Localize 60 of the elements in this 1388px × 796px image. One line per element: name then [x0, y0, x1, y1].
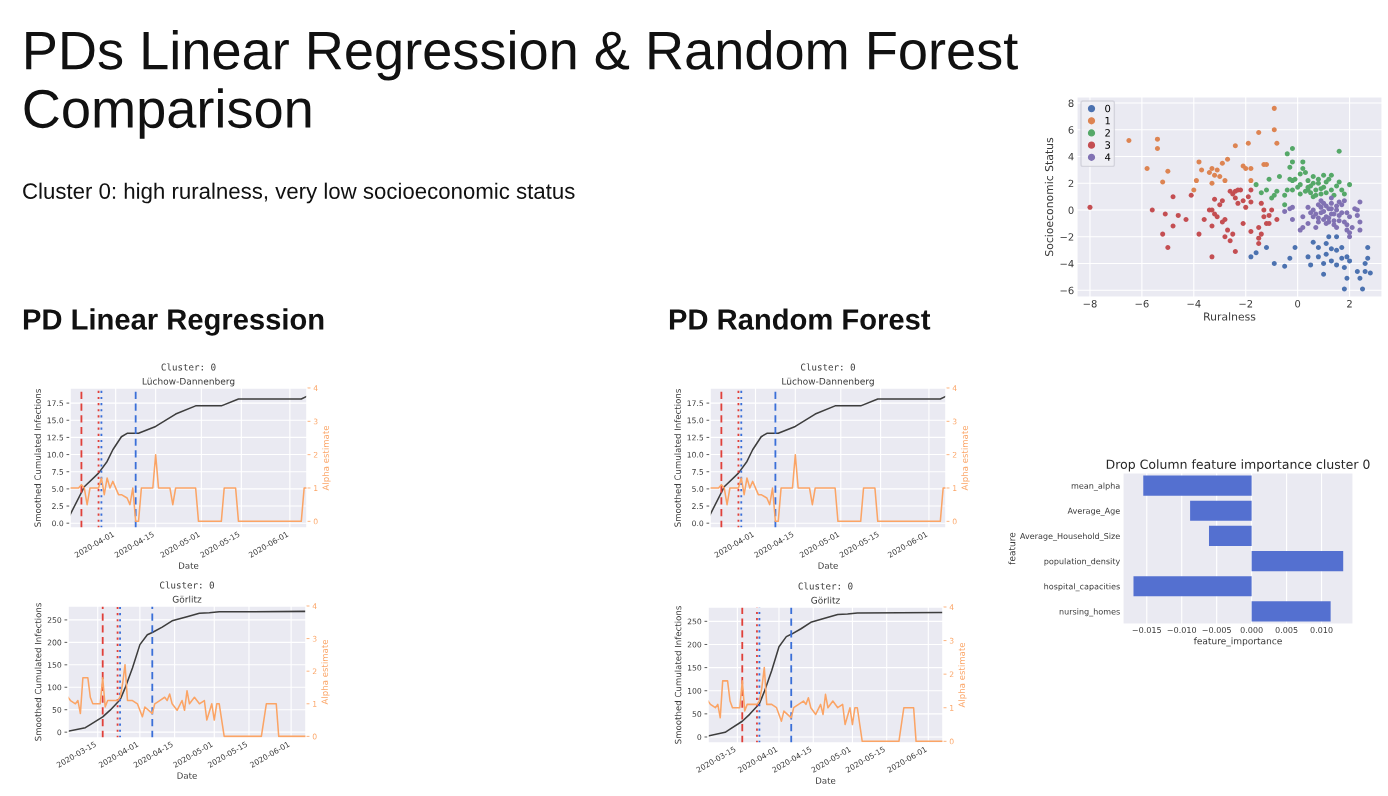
text: PDs Linear Regression & Random Forest Comparison [24, 30, 1018, 139]
text: Cluster 0: high ruralness, very low socioeconomic status [23, 182, 575, 204]
x-tick-label: −2 [1239, 299, 1253, 308]
chart-title: Cluster: 0 [801, 363, 855, 371]
y-tick-label: 0 [1068, 206, 1074, 214]
y-axis-title: Smoothed Cumulated Infections [34, 603, 42, 741]
text: PD Random Forest [669, 308, 931, 330]
x-tick-label: 0.010 [1310, 626, 1333, 634]
y-tick-label: 4 [1068, 153, 1074, 161]
chart-subtitle: Görlitz [172, 595, 202, 603]
x-tick-label: 0 [1295, 299, 1301, 308]
x-axis-title: Date [816, 777, 836, 784]
chart-subtitle: Lüchow-Dannenberg [782, 377, 874, 387]
y-tick-label: −2 [1060, 233, 1074, 241]
legend-label: 1 [1105, 116, 1110, 125]
x-tick-label: −0.005 [1202, 626, 1231, 634]
y-axis-title: Smoothed Cumulated Infections [34, 389, 41, 527]
chart-title: Cluster: 0 [798, 582, 853, 590]
x-tick-label: −4 [1187, 300, 1201, 308]
y-axis-title: Socioeconomic Status [1044, 137, 1054, 256]
y2-axis-title: Alpha estimate [322, 425, 331, 491]
y2-axis-title: Alpha estimate [321, 639, 330, 705]
legend-label: 2 [1105, 129, 1110, 137]
x-tick-label: 2 [1347, 299, 1352, 308]
x-axis-title: feature_importance [1193, 637, 1282, 647]
x-tick-label: −0.015 [1132, 626, 1161, 634]
y-axis-title: Smoothed Cumulated Infections [674, 389, 681, 527]
chart-subtitle: Lüchow-Dannenberg [142, 377, 235, 387]
legend-label: 0 [1105, 104, 1111, 113]
y-tick-label: population_density [1044, 558, 1120, 567]
y-tick-label: Average_Household_Size [1019, 532, 1120, 541]
y2-axis-title: Alpha estimate [961, 425, 970, 491]
x-axis-title: Date [179, 562, 199, 569]
y-tick-label: Average_Age [1067, 507, 1120, 516]
y-tick-label: −6 [1060, 286, 1074, 295]
x-axis-title: Date [818, 562, 838, 569]
y-tick-label: mean_alpha [1071, 482, 1120, 491]
x-axis-title: Date [177, 772, 197, 779]
chart-title: Cluster: 0 [161, 363, 216, 371]
x-axis-title: Ruralness [1204, 312, 1256, 321]
x-tick-label: 0.005 [1275, 626, 1298, 634]
x-tick-label: −6 [1135, 299, 1149, 308]
x-tick-label: −0.010 [1167, 626, 1197, 634]
text: PD Linear Regression [23, 308, 324, 336]
x-tick-label: −8 [1083, 299, 1097, 308]
y-tick-label: hospital_capacities [1044, 583, 1120, 592]
y2-axis-title: Alpha estimate [958, 642, 967, 708]
y-tick-label: 6 [1068, 126, 1074, 134]
y-axis-title: Smoothed Cumulated Infections [674, 606, 682, 744]
y-axis-title: feature [1008, 532, 1016, 565]
legend-label: 3 [1105, 141, 1111, 149]
y-tick-label: nursing_homes [1059, 608, 1120, 617]
chart-title: Drop Column feature importance cluster 0 [1106, 459, 1370, 472]
chart-title: Cluster: 0 [160, 581, 214, 589]
y-tick-label: −4 [1060, 260, 1074, 268]
legend-label: 4 [1104, 153, 1111, 161]
x-tick-label: 0.000 [1240, 626, 1263, 634]
chart-subtitle: Görlitz [811, 596, 840, 604]
y-tick-label: 8 [1068, 99, 1074, 107]
y-tick-label: 2 [1068, 179, 1074, 188]
